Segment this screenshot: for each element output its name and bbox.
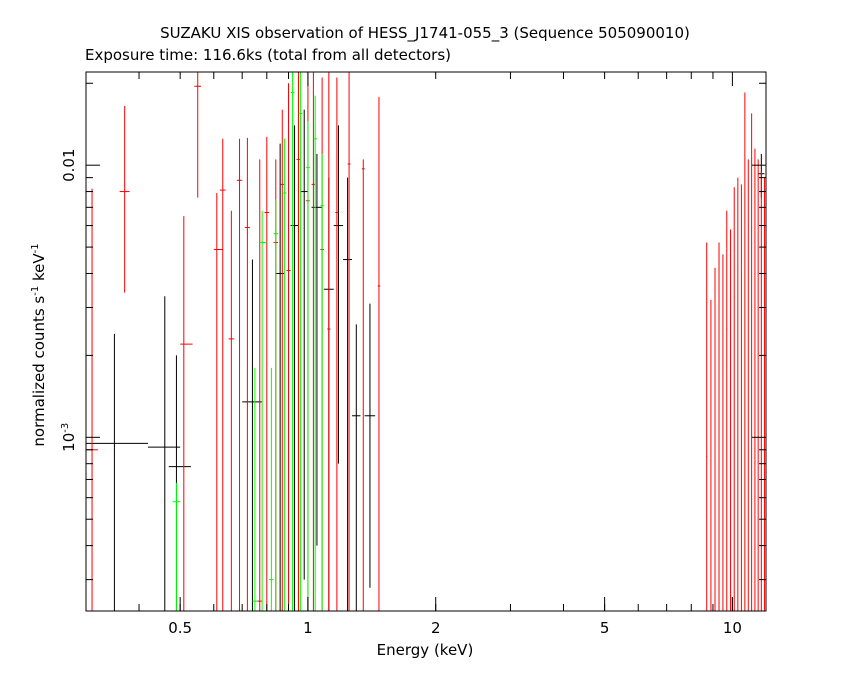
y-axis-label-sup2: -1	[30, 243, 41, 253]
chart-title: SUZAKU XIS observation of HESS_J1741-055…	[160, 24, 690, 43]
data-point	[213, 193, 223, 611]
data-point	[264, 136, 270, 611]
data-point	[286, 83, 291, 611]
data-point	[361, 159, 365, 611]
x-tick-label: 2	[431, 619, 441, 637]
x-tick-label: 10	[723, 619, 742, 637]
data-point	[273, 199, 278, 611]
data-point	[351, 324, 361, 611]
data-point	[730, 229, 732, 611]
data-point	[300, 109, 308, 580]
data-point	[744, 92, 746, 611]
y-axis-ticks: 0.01 10-3	[60, 82, 766, 581]
data-point	[280, 109, 285, 611]
x-tick-label: 1	[303, 619, 313, 637]
data-point	[236, 138, 243, 611]
data-point	[754, 148, 756, 611]
data-point	[726, 210, 728, 611]
data-point	[306, 121, 310, 611]
data-point	[763, 177, 765, 611]
data-point	[282, 138, 287, 611]
data-point	[747, 159, 749, 611]
x-tick-label: 5	[600, 619, 610, 637]
data-point	[244, 137, 250, 611]
data-point	[275, 143, 285, 611]
data-point	[290, 72, 295, 611]
x-axis-ticks: 0.5 1 2 5 10	[85, 72, 742, 637]
y-axis-label-sup1: -1	[30, 286, 41, 296]
x-tick-label: 0.5	[168, 619, 192, 637]
data-point	[259, 210, 267, 611]
data-point	[722, 254, 724, 611]
y-axis-label-main: normalized counts s	[30, 296, 48, 447]
spectrum-series	[86, 109, 765, 611]
data-point	[86, 188, 98, 611]
data-point	[343, 177, 352, 611]
data-point	[148, 296, 181, 611]
data-point	[180, 216, 193, 611]
y-tick-label-exp: -3	[60, 423, 71, 433]
data-point	[737, 177, 739, 611]
data-point	[333, 125, 344, 464]
data-point	[172, 482, 181, 611]
data-point	[335, 77, 339, 611]
y-tick-label: 10-3	[60, 423, 78, 452]
data-point	[757, 159, 759, 611]
data-point	[311, 72, 316, 611]
y-tick-label: 0.01	[60, 148, 78, 181]
data-point	[257, 159, 263, 611]
data-point	[168, 355, 191, 611]
data-point	[760, 171, 762, 611]
data-point	[228, 210, 235, 611]
y-tick-label-base: 10	[60, 433, 78, 452]
data-point	[86, 333, 149, 611]
data-point	[313, 95, 317, 611]
data-point	[751, 113, 753, 611]
data-layer	[86, 72, 765, 611]
data-point	[194, 72, 202, 198]
data-point	[320, 153, 324, 611]
y-axis-label-mid: keV	[30, 253, 48, 286]
data-point	[377, 97, 381, 611]
data-point	[219, 138, 226, 611]
data-point	[242, 259, 263, 611]
spectrum-series	[86, 72, 765, 611]
x-axis-label: Energy (keV)	[377, 641, 474, 659]
data-point	[710, 299, 712, 611]
y-axis-label: normalized counts s-1 keV-1	[30, 243, 48, 446]
data-point	[733, 187, 735, 611]
data-point	[119, 105, 130, 293]
data-point	[718, 242, 720, 611]
data-point	[706, 242, 708, 611]
data-point	[714, 267, 716, 611]
chart-subtitle: Exposure time: 116.6ks (total from all d…	[85, 46, 451, 64]
plot-frame	[85, 71, 767, 612]
data-point	[298, 72, 303, 611]
data-point	[327, 72, 331, 611]
data-point	[364, 303, 376, 588]
data-point	[347, 72, 351, 611]
data-point	[252, 367, 258, 611]
data-point	[740, 184, 742, 611]
data-point	[269, 367, 274, 611]
data-point	[296, 72, 301, 611]
data-point	[290, 125, 299, 611]
spectrum-series	[172, 72, 324, 611]
